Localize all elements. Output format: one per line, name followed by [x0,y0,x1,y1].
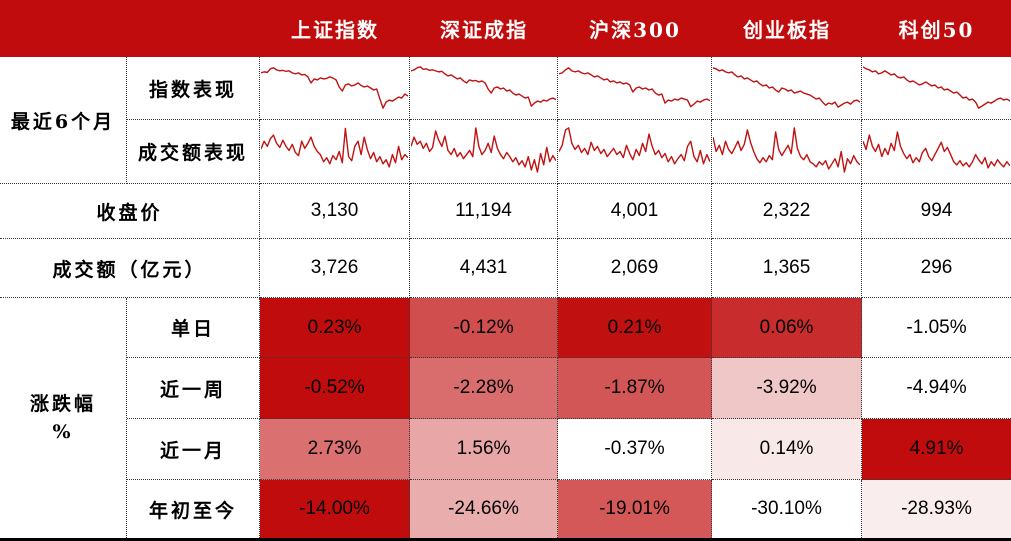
spark-group-label: 最近6个月 [0,57,127,184]
sparkline-chart [559,60,710,116]
bottom-border-bar [0,538,1011,541]
spark-row-label-0: 指数表现 [127,57,260,120]
heatmap-cell: -14.00% [260,480,410,538]
value-cell: 2,322 [712,184,862,239]
pct-row-label-1: 近一周 [127,358,260,419]
sparkline-chart [863,60,1010,116]
heatmap-cell: -30.10% [712,480,862,538]
value-cell: 3,726 [260,239,410,298]
header-index-name-3: 创业板指 [712,0,862,57]
sparkline-cell [410,120,558,184]
pct-row-label-2: 近一月 [127,419,260,480]
sparkline-chart [863,123,1010,180]
sparkline-cell [862,120,1011,184]
sparkline-chart [411,60,556,116]
value-row-label-1: 成交额（亿元） [0,239,260,298]
sparkline-chart [713,123,860,180]
sparkline-cell [558,57,712,120]
heatmap-cell: 4.91% [862,419,1011,480]
pct-row-label-0: 单日 [127,298,260,358]
value-cell: 1,365 [712,239,862,298]
value-cell: 2,069 [558,239,712,298]
heatmap-cell: 0.14% [712,419,862,480]
sparkline-chart [713,60,860,116]
heatmap-cell: -4.94% [862,358,1011,419]
sparkline-chart [261,60,408,116]
value-cell: 4,001 [558,184,712,239]
heatmap-cell: -24.66% [410,480,558,538]
sparkline-cell [712,57,862,120]
sparkline-chart [559,123,710,180]
header-index-name-4: 科创50 [862,0,1011,57]
heatmap-cell: 0.06% [712,298,862,358]
heatmap-cell: -0.12% [410,298,558,358]
sparkline-chart [261,123,408,180]
sparkline-cell [862,57,1011,120]
spark-row-label-1: 成交额表现 [127,120,260,184]
heatmap-cell: -0.52% [260,358,410,419]
value-cell: 3,130 [260,184,410,239]
value-cell: 11,194 [410,184,558,239]
heatmap-cell: -28.93% [862,480,1011,538]
header-corner-blank [0,0,260,57]
value-cell: 4,431 [410,239,558,298]
sparkline-cell [260,57,410,120]
sparkline-cell [558,120,712,184]
sparkline-cell [410,57,558,120]
value-cell: 296 [862,239,1011,298]
pct-group-label: 涨跌幅% [0,298,127,538]
sparkline-chart [411,123,556,180]
pct-row-label-3: 年初至今 [127,480,260,538]
heatmap-cell: -0.37% [558,419,712,480]
heatmap-cell: -3.92% [712,358,862,419]
heatmap-cell: 0.21% [558,298,712,358]
heatmap-cell: 1.56% [410,419,558,480]
header-index-name-1: 深证成指 [410,0,558,57]
heatmap-cell: 2.73% [260,419,410,480]
sparkline-cell [260,120,410,184]
heatmap-cell: 0.23% [260,298,410,358]
header-index-name-0: 上证指数 [260,0,410,57]
heatmap-cell: -2.28% [410,358,558,419]
header-index-name-2: 沪深300 [558,0,712,57]
heatmap-cell: -1.87% [558,358,712,419]
heatmap-cell: -19.01% [558,480,712,538]
value-row-label-0: 收盘价 [0,184,260,239]
value-cell: 994 [862,184,1011,239]
pct-group-label: 涨跌幅 [29,392,96,415]
sparkline-cell [712,120,862,184]
heatmap-cell: -1.05% [862,298,1011,358]
pct-group-unit: % [52,421,74,443]
